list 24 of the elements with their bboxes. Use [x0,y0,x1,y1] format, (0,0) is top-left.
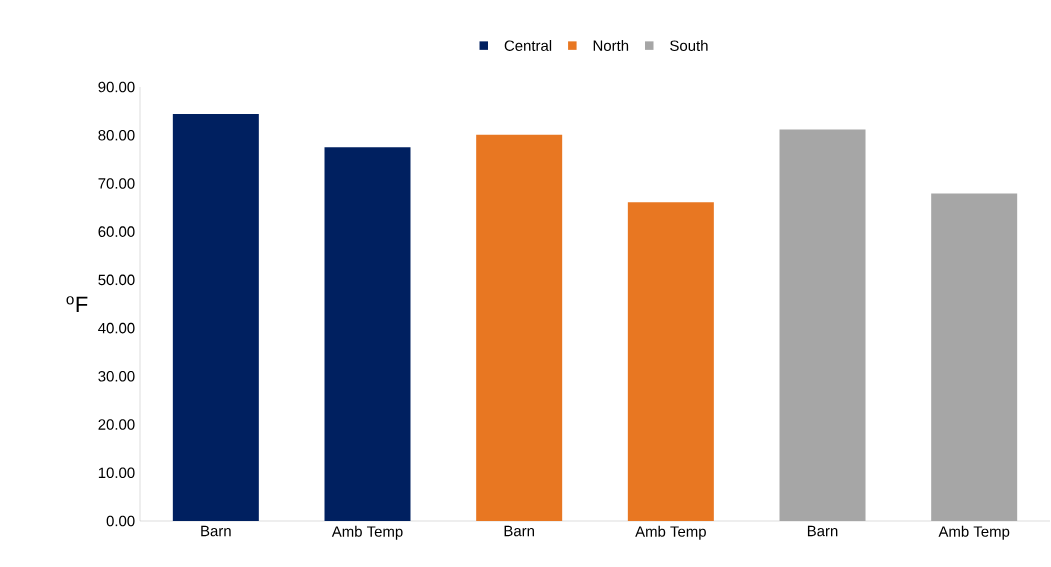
x-tick-label: Amb Temp [331,525,403,540]
y-tick-label: 40.00 [98,322,135,334]
bar [172,114,259,521]
y-tick-label: 60.00 [98,226,135,237]
y-tick-label: 50.00 [98,274,135,286]
x-tick-label: Barn [201,525,231,537]
x-tick-label: Amb Temp [635,525,706,540]
y-axis-title: $^{o}$F [66,296,88,312]
y-tick-label: 90.00 [98,81,135,93]
bar [476,134,563,521]
x-tick-label: Amb Temp [938,525,1010,540]
y-tick-label: 0.00 [106,515,135,527]
y-tick-label: 20.00 [98,419,135,430]
y-tick-label: 70.00 [98,178,135,189]
y-tick-label: 30.00 [98,371,135,382]
x-tick-label: Barn [807,525,838,537]
legend-label: Central [504,40,552,51]
bar [627,202,714,521]
y-tick-label: 80.00 [98,129,135,141]
legend-label: South [670,40,708,51]
legend-label: North [593,40,629,51]
x-tick-label: Barn [504,525,534,537]
y-tick-label: 10.00 [98,467,135,479]
bar [324,147,411,521]
